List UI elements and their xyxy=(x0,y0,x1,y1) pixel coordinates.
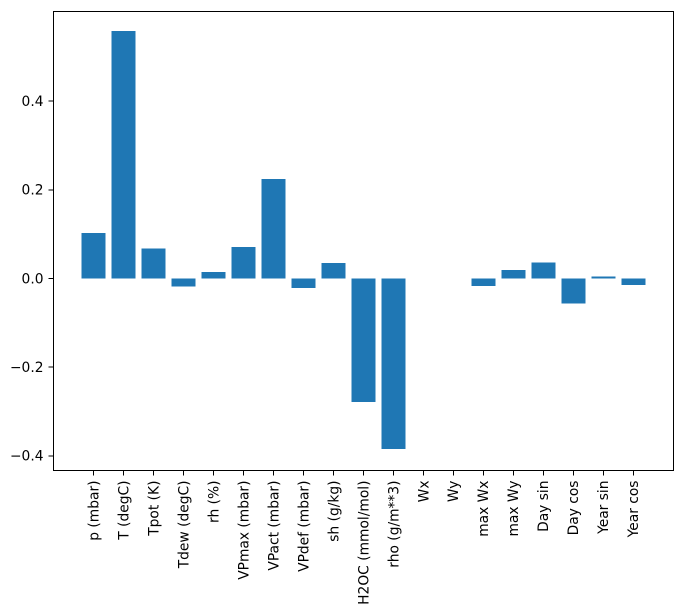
x-tick-label-10: rho (g/m**3) xyxy=(386,481,402,568)
x-tick-label-5: VPmax (mbar) xyxy=(236,481,252,580)
bar-8 xyxy=(321,263,346,279)
x-tick-label-6: VPact (mbar) xyxy=(266,481,282,571)
x-tick-label-9: H2OC (mmol/mol) xyxy=(356,481,372,605)
bar-17 xyxy=(591,276,616,279)
bar-1 xyxy=(111,31,136,279)
bar-16 xyxy=(561,278,586,304)
bar-15 xyxy=(531,262,556,279)
y-tick-label-0: −0.4 xyxy=(10,449,44,465)
bar-5 xyxy=(231,247,256,279)
x-tick-label-4: rh (%) xyxy=(206,481,222,523)
x-tick-label-11: Wx xyxy=(416,481,432,503)
x-tick-label-7: VPdef (mbar) xyxy=(296,481,312,572)
x-tick-label-3: Tdew (degC) xyxy=(176,481,192,570)
bar-2 xyxy=(141,248,166,279)
x-tick-label-13: max Wx xyxy=(476,481,492,537)
bar-14 xyxy=(501,270,526,279)
bar-13 xyxy=(471,278,496,286)
y-tick-label-1: −0.2 xyxy=(10,360,44,376)
x-tick-label-12: Wy xyxy=(446,481,462,503)
y-tick-label-4: 0.4 xyxy=(22,94,44,110)
x-tick-label-0: p (mbar) xyxy=(87,481,103,541)
x-tick-label-1: T (degC) xyxy=(117,481,133,541)
axes-spines xyxy=(53,11,674,471)
bar-10 xyxy=(381,278,406,450)
x-tick-label-14: max Wy xyxy=(506,481,522,537)
bar-6 xyxy=(261,179,286,279)
bar-7 xyxy=(291,278,316,288)
x-tick-label-2: Tpot (K) xyxy=(146,481,162,537)
x-tick-label-16: Day cos xyxy=(566,481,582,536)
x-tick-label-8: sh (g/kg) xyxy=(326,481,342,542)
bar-0 xyxy=(81,233,106,279)
x-tick-label-18: Year cos xyxy=(626,481,642,539)
x-tick-label-17: Year sin xyxy=(596,481,612,535)
x-tick-label-15: Day sin xyxy=(536,481,552,532)
bar-9 xyxy=(351,278,376,403)
bar-3 xyxy=(171,278,196,287)
y-tick-label-2: 0.0 xyxy=(22,271,44,287)
y-tick-label-3: 0.2 xyxy=(22,183,44,199)
bar-18 xyxy=(621,278,646,286)
bar-4 xyxy=(201,271,226,279)
